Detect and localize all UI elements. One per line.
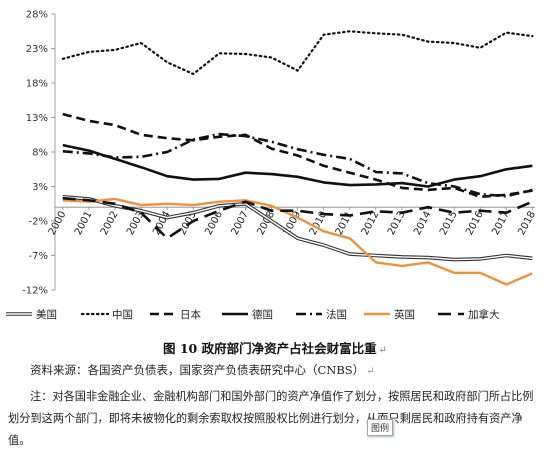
- legend-label: 英国: [394, 308, 415, 321]
- line-chart: -12% -7% -2% 3% 8% 13% 18% 23% 28% 2000 2001 2002 20…: [6, 10, 538, 321]
- series-line-5: [62, 197, 533, 286]
- y-tick-label: 23%: [26, 44, 48, 55]
- legend-label: 中国: [112, 308, 133, 321]
- legend-label: 法国: [326, 308, 347, 321]
- y-tick-label: 18%: [26, 79, 48, 90]
- series-line-2: [62, 112, 533, 199]
- figure-caption: 图 10 政府部门净资产占社会财富比重 ↵: [0, 338, 550, 357]
- note-paragraph: 注：对各国非金融企业、金融机构部门和国外部门的资产净值作了划分，按照居民和政府部…: [8, 390, 534, 447]
- y-tick-label: 13%: [26, 113, 48, 124]
- y-tick-label: 8%: [32, 148, 48, 159]
- legend-label: 加拿大: [468, 308, 500, 321]
- series-line-1: [61, 30, 534, 76]
- x-tick-label: 2001: [73, 209, 95, 237]
- series-line-4: [62, 132, 533, 198]
- series-line-inner-0: [62, 196, 533, 261]
- series-line-3: [62, 143, 533, 188]
- caption-text: 图 10 政府部门净资产占社会财富比重: [163, 341, 377, 356]
- paragraph-mark-icon: ↵: [366, 366, 375, 377]
- chart-area: -12% -7% -2% 3% 8% 13% 18% 23% 28% 2000 2001 2002 20…: [6, 10, 538, 321]
- y-tick-label: 3%: [32, 182, 48, 193]
- legend-tooltip: 图例: [367, 419, 394, 436]
- source-label: 资料来源：各国资产负债表，国家资产负债表研究中心（CNBS）: [30, 363, 365, 377]
- series-line-6: [62, 196, 533, 240]
- source-text: 资料来源：各国资产负债表，国家资产负债表研究中心（CNBS） ↵: [30, 362, 375, 378]
- paragraph-mark-icon: ↵: [378, 345, 387, 356]
- legend-label: 日本: [180, 308, 201, 321]
- x-tick-label: 2000: [47, 209, 69, 237]
- y-tick-label: 28%: [26, 10, 48, 21]
- x-tick-label: 2007: [229, 209, 251, 237]
- x-tick-label: 2002: [99, 209, 121, 237]
- y-tick-label: -12%: [22, 286, 48, 297]
- y-tick-label: -2%: [29, 217, 48, 228]
- x-tick-label: 2014: [412, 209, 434, 237]
- legend-label: 美国: [36, 308, 57, 321]
- x-tick-label: 2011: [334, 209, 356, 237]
- x-tick-label: 2013: [386, 209, 408, 237]
- x-tick-label: 2018: [516, 209, 538, 237]
- x-tick-label: 2015: [438, 209, 460, 237]
- legend-label: 德国: [252, 308, 273, 321]
- y-tick-label: -7%: [29, 251, 48, 262]
- x-tick-label: 2016: [464, 209, 486, 237]
